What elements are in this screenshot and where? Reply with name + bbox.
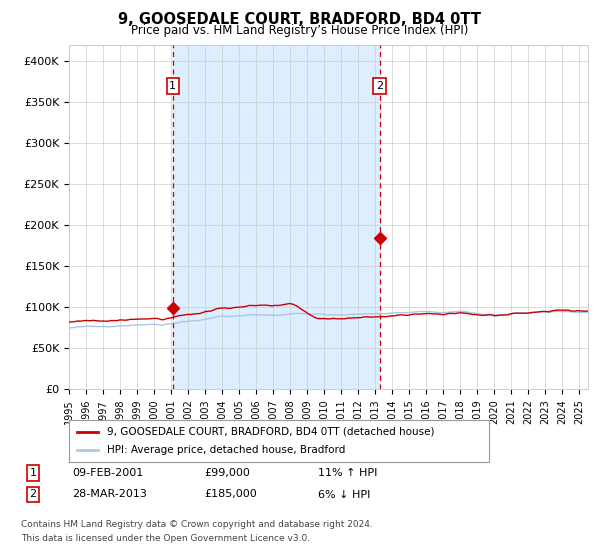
Text: 9, GOOSEDALE COURT, BRADFORD, BD4 0TT (detached house): 9, GOOSEDALE COURT, BRADFORD, BD4 0TT (d… xyxy=(107,427,434,437)
Text: Contains HM Land Registry data © Crown copyright and database right 2024.: Contains HM Land Registry data © Crown c… xyxy=(21,520,373,529)
Text: Price paid vs. HM Land Registry’s House Price Index (HPI): Price paid vs. HM Land Registry’s House … xyxy=(131,24,469,36)
Text: £99,000: £99,000 xyxy=(204,468,250,478)
Text: 1: 1 xyxy=(169,81,176,91)
Text: 2: 2 xyxy=(29,489,37,500)
Text: HPI: Average price, detached house, Bradford: HPI: Average price, detached house, Brad… xyxy=(107,445,345,455)
Text: 11% ↑ HPI: 11% ↑ HPI xyxy=(318,468,377,478)
Text: 6% ↓ HPI: 6% ↓ HPI xyxy=(318,489,370,500)
Text: 9, GOOSEDALE COURT, BRADFORD, BD4 0TT: 9, GOOSEDALE COURT, BRADFORD, BD4 0TT xyxy=(119,12,482,27)
Text: 28-MAR-2013: 28-MAR-2013 xyxy=(72,489,147,500)
Text: This data is licensed under the Open Government Licence v3.0.: This data is licensed under the Open Gov… xyxy=(21,534,310,543)
Text: 09-FEB-2001: 09-FEB-2001 xyxy=(72,468,143,478)
Text: £185,000: £185,000 xyxy=(204,489,257,500)
Text: 2: 2 xyxy=(376,81,383,91)
Text: 1: 1 xyxy=(29,468,37,478)
Bar xyxy=(173,45,380,389)
